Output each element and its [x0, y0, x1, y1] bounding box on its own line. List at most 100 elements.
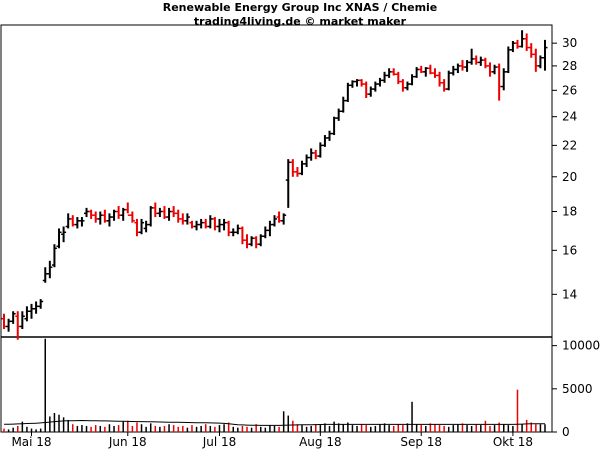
ohlc-bar: [437, 71, 443, 87]
ohlc-bar: [42, 267, 48, 283]
ohlc-bar: [111, 209, 117, 221]
ohlc-bar: [148, 206, 154, 227]
ohlc-bar: [322, 135, 328, 147]
ohlc-bar: [203, 218, 209, 229]
ohlc-bar: [216, 218, 222, 233]
ohlc-bar: [262, 226, 268, 239]
ohlc-bar: [70, 215, 76, 227]
x-tick-label: Okt 18: [493, 435, 533, 449]
ohlc-bar: [116, 206, 122, 219]
volume-tick-label: 5000: [562, 382, 593, 396]
ohlc-bar: [47, 260, 53, 279]
chart-title: Renewable Energy Group Inc XNAS / Chemie: [162, 1, 438, 14]
ohlc-bar: [542, 39, 548, 71]
ohlc-bar: [125, 202, 131, 216]
ohlc-bar: [441, 79, 447, 92]
ohlc-bar: [395, 71, 401, 85]
ohlc-bar: [194, 220, 200, 231]
ohlc-bar: [331, 116, 337, 136]
ohlc-bar: [221, 218, 227, 231]
ohlc-bar: [198, 218, 204, 229]
x-tick-label: Aug 18: [299, 435, 342, 449]
ohlc-bar: [386, 68, 392, 78]
ohlc-bar: [505, 46, 511, 74]
ohlc-bar: [56, 228, 62, 249]
ohlc-bar: [258, 234, 264, 247]
volume-tick-label: 0: [562, 425, 570, 439]
ohlc-bar: [74, 217, 80, 229]
price-tick-label: 26: [562, 83, 577, 97]
ohlc-bar: [400, 79, 406, 92]
ohlc-bar: [249, 236, 255, 247]
ohlc-bar: [88, 209, 94, 219]
ohlc-bar: [487, 62, 493, 77]
ohlc-bar: [349, 80, 355, 88]
ohlc-bar: [189, 220, 195, 229]
x-tick-label: Jun 18: [108, 435, 147, 449]
ohlc-bar: [6, 318, 12, 332]
price-tick-label: 30: [562, 36, 577, 50]
ohlc-bar: [308, 148, 314, 161]
ohlc-bar: [51, 244, 57, 268]
ohlc-bar: [345, 82, 351, 102]
ohlc-bar: [157, 207, 163, 218]
ohlc-bar: [61, 226, 67, 243]
ohlc-bar: [317, 142, 323, 158]
ohlc-bar: [161, 206, 167, 219]
price-tick-label: 28: [562, 59, 577, 73]
ohlc-bar: [166, 207, 172, 221]
ohlc-bar: [10, 311, 16, 324]
ohlc-bar: [455, 63, 461, 74]
ohlc-bar: [29, 303, 35, 319]
ohlc-bar: [501, 68, 507, 91]
ohlc-bar: [97, 211, 103, 225]
ohlc-bar: [129, 211, 135, 223]
price-tick-label: 18: [562, 205, 577, 219]
volume-tick-label: 10000: [562, 339, 600, 353]
ohlc-bar: [432, 68, 438, 78]
ohlc-bar: [537, 55, 543, 69]
chart-frame: [0, 24, 553, 433]
x-tick-label: Jul 18: [202, 435, 237, 449]
x-tick-label: Mai 18: [11, 435, 51, 449]
ohlc-bar: [212, 217, 218, 231]
ohlc-bar: [482, 57, 488, 69]
ohlc-bar: [79, 217, 85, 227]
ohlc-bar: [267, 220, 273, 237]
ohlc-bar: [102, 209, 108, 223]
ohlc-bar: [409, 74, 415, 86]
price-tick-label: 22: [562, 138, 577, 152]
ohlc-bar: [414, 67, 420, 78]
ohlc-bar: [175, 209, 181, 223]
ohlc-bar: [464, 60, 470, 72]
ohlc-bar: [294, 167, 300, 177]
ohlc-bar: [281, 213, 287, 225]
ohlc-bar: [230, 228, 236, 237]
x-tick-label: Sep 18: [400, 435, 442, 449]
ohlc-bar: [290, 159, 296, 177]
ohlc-bar: [524, 33, 530, 51]
ohlc-bar: [239, 226, 245, 245]
ohlc-bar: [19, 311, 25, 330]
ohlc-bar: [327, 130, 333, 141]
ohlc-bar: [391, 68, 397, 76]
ohlc-bar: [93, 211, 99, 223]
ohlc-bar: [226, 220, 232, 237]
ohlc-bar: [372, 81, 378, 92]
ohlc-bar: [519, 30, 525, 48]
ohlc-bar: [152, 202, 158, 218]
ohlc-bar: [473, 55, 479, 65]
ohlc-bar: [253, 236, 259, 249]
price-tick-label: 20: [562, 170, 577, 184]
ohlc-bar: [106, 213, 112, 227]
ohlc-bar: [382, 71, 388, 83]
ohlc-bar: [496, 63, 502, 101]
ohlc-bar: [528, 43, 534, 58]
ohlc-bar: [139, 218, 145, 235]
ohlc-bar: [134, 218, 140, 237]
ohlc-bar: [65, 213, 71, 229]
ohlc-bar: [120, 207, 126, 221]
ohlc-bar: [510, 40, 516, 53]
ohlc-bar: [427, 64, 433, 75]
